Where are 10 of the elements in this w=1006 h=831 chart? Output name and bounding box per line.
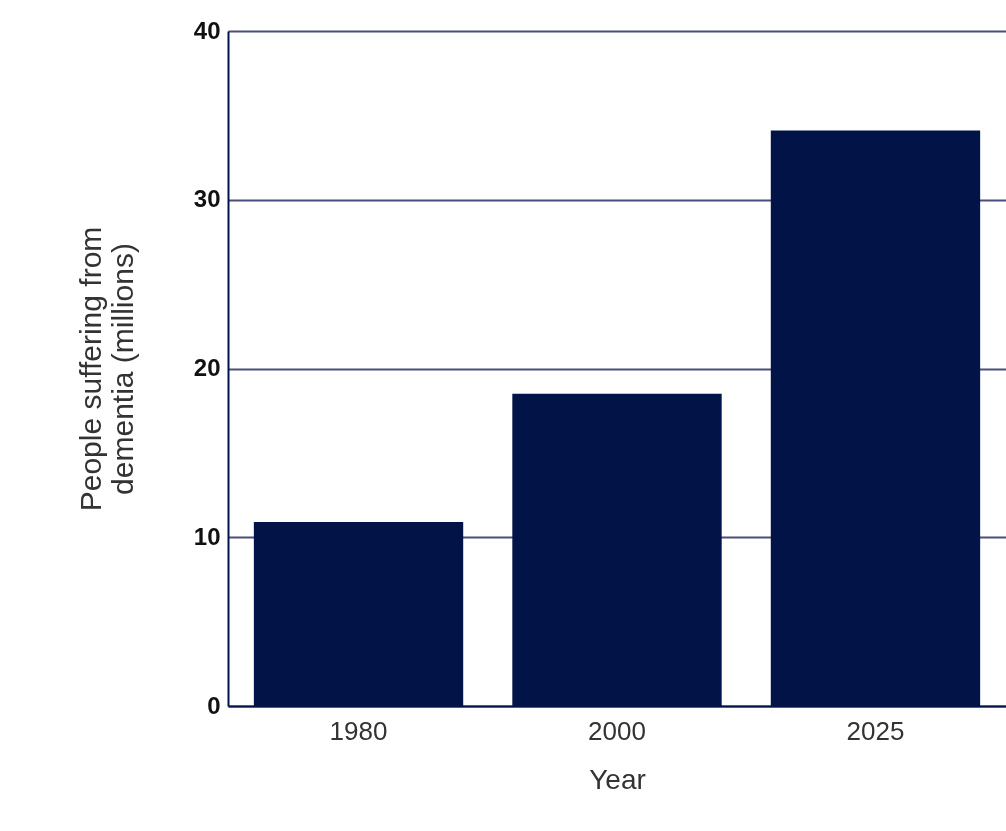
x-tick-label: 1980 [329, 715, 388, 746]
y-tick-label: 30 [193, 185, 221, 213]
y-tick-label: 20 [193, 354, 221, 381]
y-tick-label: 10 [193, 522, 221, 550]
y-axis-title: People suffering from dementia (millions) [73, 226, 139, 512]
y-tick-label: 0 [207, 691, 221, 719]
x-axis-title: Year [589, 763, 646, 795]
x-tick-label: 2000 [588, 715, 646, 746]
x-tick-label: 2025 [846, 715, 905, 746]
y-tick-label: 40 [193, 16, 221, 44]
